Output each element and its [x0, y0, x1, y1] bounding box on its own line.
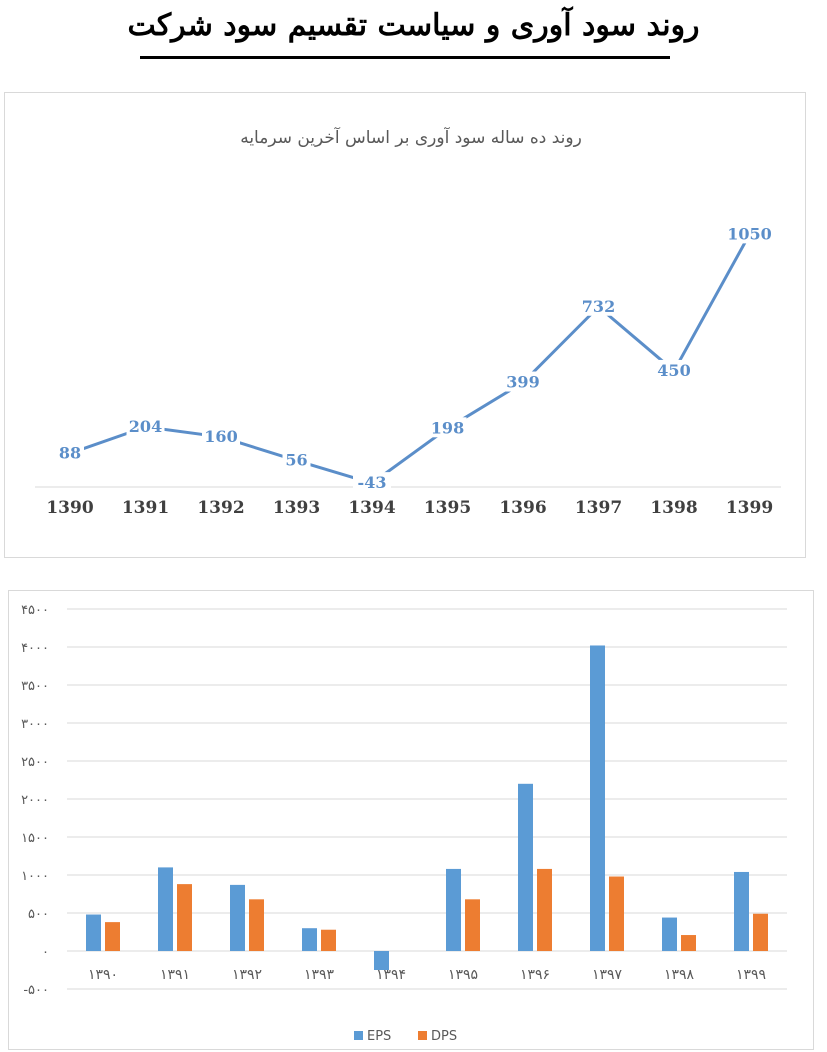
bar-dps — [177, 884, 192, 951]
bar-y-tick-label: ۲۵۰۰ — [21, 755, 49, 770]
bar-y-tick-label: ۲۰۰۰ — [21, 793, 49, 808]
line-data-label-bg — [655, 359, 693, 380]
line-data-label-bg — [126, 415, 165, 436]
line-data-label-bg — [428, 417, 467, 438]
page-title: روند سود آوری و سیاست تقسیم سود شرکت — [127, 8, 700, 43]
line-data-label: 204 — [129, 417, 162, 436]
line-x-tick-label: 1398 — [650, 498, 697, 518]
bar-dps — [105, 922, 120, 951]
line-x-tick-label: 1395 — [424, 498, 471, 518]
bar-eps — [86, 914, 101, 951]
bar-eps — [158, 867, 173, 951]
line-data-label: 160 — [204, 427, 237, 446]
line-x-tick-label: 1396 — [499, 498, 546, 518]
bar-dps — [465, 899, 480, 951]
bar-y-tick-label: ۱۵۰۰ — [21, 831, 49, 846]
line-data-label: 198 — [431, 418, 464, 437]
line-series-profit — [69, 233, 751, 485]
line-data-label-bg — [579, 295, 618, 316]
bar-y-tick-label: -۵۰۰ — [23, 983, 49, 998]
bar-eps — [590, 645, 605, 951]
bar-y-tick-label: ۰ — [42, 945, 49, 960]
bar-chart-svg: -۵۰۰ ۰ ۵۰۰ ۱۰۰۰ ۱۵۰۰ ۲۰۰۰ ۲۵۰۰ ۳۰۰۰ ۳۵۰۰ ۴۰۰۰ ۴۵۰۰… — [21, 603, 787, 1044]
bar-x-tick-label: ۱۳۹۶ — [520, 967, 550, 983]
bar-eps — [374, 951, 389, 970]
line-data-label: 1050 — [727, 224, 772, 243]
bar-x-tick-label: ۱۳۹۳ — [304, 967, 335, 983]
line-data-label: 450 — [657, 361, 690, 380]
bar-x-tick-label: ۱۳۹۲ — [232, 967, 262, 983]
line-data-label: 88 — [59, 443, 81, 462]
line-data-label: -43 — [358, 473, 387, 492]
bar-x-tick-label: ۱۳۹۰ — [88, 967, 118, 983]
bar-x-tick-label: ۱۳۹۴ — [376, 967, 406, 983]
bar-eps — [302, 928, 317, 951]
line-data-label-bg — [725, 223, 774, 244]
bar-eps — [230, 884, 245, 951]
bar-y-tick-label: ۳۵۰۰ — [21, 679, 49, 694]
bar-dps — [321, 929, 336, 951]
line-data-label-bg — [56, 442, 84, 463]
bar-x-tick-label: ۱۳۹۹ — [736, 967, 766, 983]
bar-dps — [609, 876, 624, 951]
bar-eps — [662, 917, 677, 951]
line-chart-svg: روند ده ساله سود آوری بر اساس آخرین سرما… — [35, 126, 781, 518]
line-data-label: 56 — [285, 451, 307, 470]
profit-trend-line-chart: روند ده ساله سود آوری بر اساس آخرین سرما… — [4, 92, 806, 558]
line-data-label-bg — [202, 425, 240, 446]
bar-dps — [753, 913, 768, 951]
line-x-tick-label: 1394 — [348, 498, 395, 518]
title-underline — [140, 56, 670, 59]
legend-label-eps: EPS — [367, 1029, 391, 1044]
line-data-label-bg — [353, 472, 391, 493]
bar-y-tick-label: ۴۵۰۰ — [21, 603, 49, 618]
bar-dps — [681, 935, 696, 951]
bar-x-tick-label: ۱۳۹۷ — [592, 967, 623, 983]
bar-dps — [249, 899, 264, 951]
bar-eps — [446, 868, 461, 951]
eps-dps-bar-chart: -۵۰۰ ۰ ۵۰۰ ۱۰۰۰ ۱۵۰۰ ۲۰۰۰ ۲۵۰۰ ۳۰۰۰ ۳۵۰۰ ۴۰۰۰ ۴۵۰۰… — [8, 590, 814, 1050]
bar-x-tick-label: ۱۳۹۱ — [160, 967, 190, 983]
bar-x-tick-label: ۱۳۹۸ — [664, 967, 695, 983]
bar-dps — [537, 868, 552, 951]
line-data-label: 732 — [582, 297, 615, 316]
line-x-tick-label: 1391 — [122, 498, 169, 518]
bar-y-tick-label: ۱۰۰۰ — [21, 869, 49, 884]
legend-swatch-eps — [354, 1031, 363, 1040]
line-data-label-bg — [282, 449, 311, 470]
line-x-tick-label: 1397 — [575, 498, 622, 518]
bar-eps — [518, 783, 533, 951]
legend-label-dps: DPS — [431, 1029, 457, 1044]
line-x-tick-label: 1392 — [197, 498, 244, 518]
bar-y-tick-label: ۵۰۰ — [28, 907, 49, 922]
line-data-label-bg — [504, 371, 542, 392]
line-x-tick-label: 1399 — [726, 498, 773, 518]
line-chart-title: روند ده ساله سود آوری بر اساس آخرین سرما… — [240, 126, 582, 148]
legend-swatch-dps — [418, 1031, 427, 1040]
bar-x-tick-label: ۱۳۹۵ — [448, 967, 478, 983]
bar-eps — [734, 871, 749, 951]
line-x-tick-label: 1393 — [273, 498, 320, 518]
bar-y-tick-label: ۳۰۰۰ — [21, 717, 49, 732]
line-data-label: 399 — [506, 373, 539, 392]
bar-y-tick-label: ۴۰۰۰ — [21, 641, 49, 656]
line-x-tick-label: 1390 — [46, 498, 93, 518]
